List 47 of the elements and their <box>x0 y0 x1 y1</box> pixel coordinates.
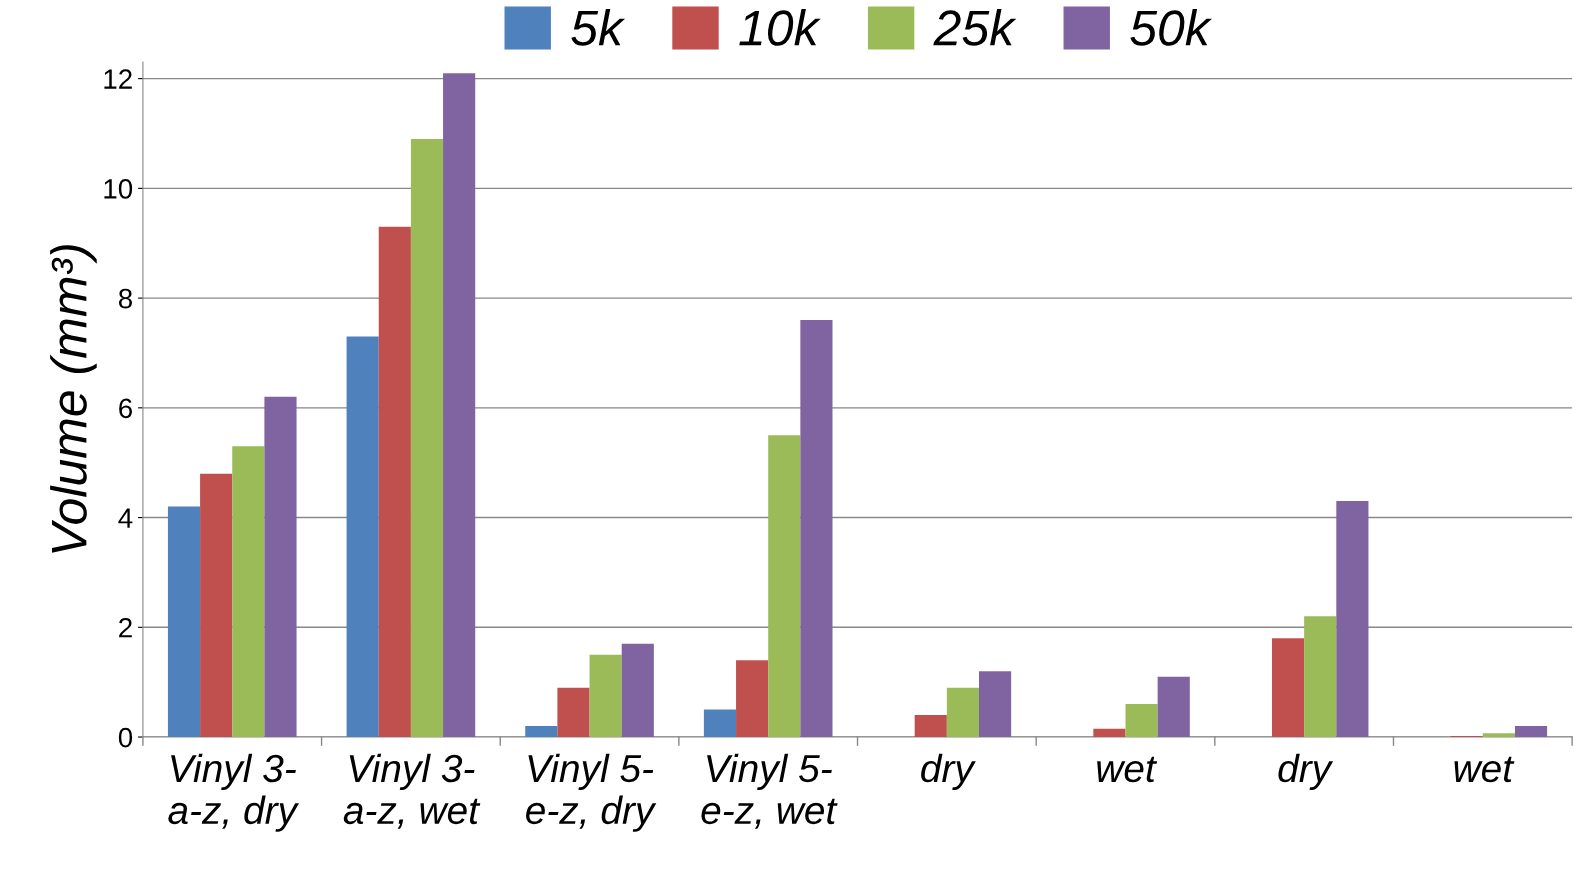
y-tick-label: 8 <box>118 288 132 309</box>
bar <box>768 435 801 738</box>
y-tick-label: 2 <box>119 617 132 638</box>
bar <box>200 473 233 738</box>
legend-label: 10k <box>739 9 821 46</box>
y-tick-label: 6 <box>119 398 132 419</box>
bar <box>736 660 769 738</box>
x-tick-label: Vinyl 5-e-z, wet <box>701 753 838 829</box>
bar <box>946 687 979 738</box>
bar <box>346 336 379 738</box>
x-tick-label: wet <box>1097 756 1158 783</box>
bar <box>589 654 622 738</box>
bar <box>557 687 590 738</box>
bar <box>1514 726 1548 738</box>
x-tick-label: wet <box>1454 756 1515 783</box>
bar <box>1482 733 1515 738</box>
bar <box>1336 501 1369 738</box>
x-tick-label: dry <box>921 753 976 790</box>
bar <box>979 671 1012 738</box>
bar <box>232 446 265 738</box>
bar <box>378 226 411 738</box>
x-tick-label: dry <box>1278 753 1334 790</box>
bar <box>703 709 737 738</box>
bar <box>525 726 558 738</box>
legend-label: 50k <box>1130 9 1212 46</box>
bar <box>410 138 444 738</box>
x-tick-label: Vinyl 3-a-z, dry <box>168 753 300 832</box>
y-axis-title: Volume (mm³) <box>50 245 97 553</box>
y-tick-label: 4 <box>118 508 133 528</box>
bar <box>1271 638 1305 738</box>
y-tick-label: 12 <box>104 69 132 89</box>
legend-label: 5k <box>571 9 626 46</box>
bar <box>1304 616 1337 738</box>
bar <box>914 715 947 738</box>
bar <box>621 643 654 738</box>
bar <box>1125 704 1158 738</box>
x-tick-label: Vinyl 3-a-z, wet <box>343 753 481 829</box>
bar <box>1157 676 1190 738</box>
y-tick-label: 0 <box>118 727 133 748</box>
legend-label: 25k <box>933 9 1017 46</box>
x-tick-label: Vinyl 5-e-z, dry <box>526 753 657 832</box>
bar <box>264 396 297 738</box>
bar <box>167 506 201 738</box>
bar <box>443 73 476 738</box>
y-tick-label: 10 <box>104 179 133 199</box>
bar <box>1093 728 1126 738</box>
bar <box>800 320 833 738</box>
